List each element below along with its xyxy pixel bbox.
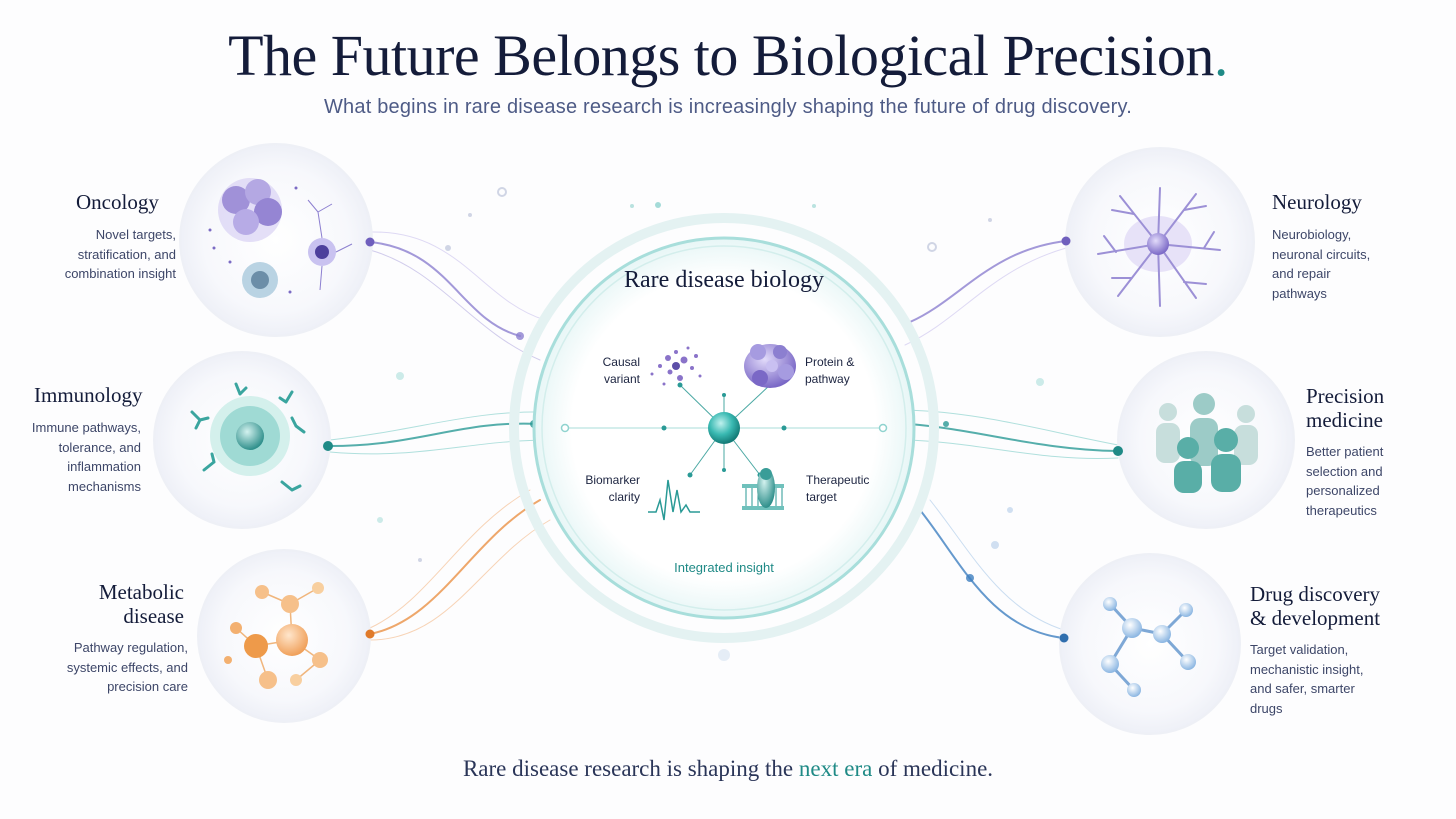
waveform-icon (648, 479, 700, 521)
precision-medicine-description: Better patient selection and personalize… (1306, 444, 1384, 518)
hub-sphere-icon (708, 412, 740, 444)
oncology-description: Novel targets, stratification, and combi… (64, 227, 176, 281)
metabolic-title: Metabolic disease (98, 580, 184, 628)
immune-cell-antibody-icon (190, 382, 306, 492)
oncology-node-circle (179, 143, 373, 337)
neurology-title: Neurology (1272, 190, 1362, 214)
protein-structure-icon (744, 344, 796, 388)
metabolic-node-circle (197, 549, 371, 723)
metabolic-description: Pathway regulation, systemic effects, an… (66, 640, 188, 694)
therapeutic-target-label: Therapeutic target (806, 473, 870, 504)
neurology-description: Neurobiology, neuronal circuits, and rep… (1272, 227, 1371, 301)
page-title: The Future Belongs to Biological Precisi… (228, 23, 1229, 88)
immunology-title: Immunology (34, 383, 143, 407)
neuron-icon (1097, 187, 1221, 307)
center-hub-circle (509, 213, 939, 643)
drug-molecule-icon (1101, 597, 1196, 697)
biomarker-clarity-label: Biomarker clarity (585, 473, 640, 504)
protein-pathway-label: Protein & pathway (805, 355, 855, 386)
drug-discovery-title: Drug discovery & development (1250, 582, 1381, 630)
integrated-insight-caption: Integrated insight (674, 560, 774, 575)
footer-tagline: Rare disease research is shaping the nex… (462, 756, 994, 781)
flow-lines-left (329, 231, 551, 641)
tumor-cells-icon (208, 178, 353, 298)
immunology-description: Immune pathways, tolerance, and inflamma… (31, 420, 141, 494)
precision-medicine-title: Precision medicine (1306, 384, 1385, 432)
causal-variant-label: Causal variant (602, 355, 640, 386)
membrane-protein-icon (742, 468, 784, 510)
drug-discovery-node-circle (1059, 553, 1241, 735)
center-title: Rare disease biology (624, 267, 824, 293)
molecule-cluster-icon (650, 346, 702, 386)
immunology-node-circle (153, 351, 331, 529)
precision-node-circle (1117, 351, 1295, 529)
neurology-node-circle (1065, 147, 1255, 337)
drug-discovery-description: Target validation, mechanistic insight, … (1250, 642, 1364, 716)
metabolic-network-icon (224, 582, 328, 689)
oncology-title: Oncology (76, 190, 159, 214)
footer-accent: next era (798, 756, 873, 781)
title-dot: . (1213, 23, 1229, 88)
page-subtitle: What begins in rare disease research is … (323, 96, 1133, 118)
patient-group-icon (1156, 393, 1258, 493)
connector-dots (323, 236, 1123, 643)
